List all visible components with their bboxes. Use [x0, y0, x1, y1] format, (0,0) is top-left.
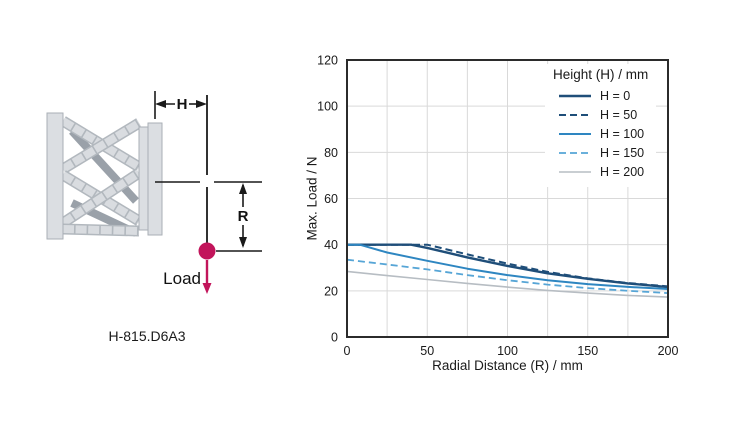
x-tick-label: 150 — [577, 344, 598, 358]
legend-title: Height (H) / mm — [553, 67, 649, 82]
hexapod-platform — [147, 122, 163, 236]
legend-item-label: H = 50 — [600, 107, 638, 122]
x-tick-label: 100 — [497, 344, 518, 358]
hexapod-strut — [62, 225, 140, 235]
y-tick-label: 60 — [324, 192, 338, 206]
legend-item-label: H = 150 — [600, 145, 645, 160]
legend-item: H = 100 — [553, 124, 648, 143]
hexapod-strut — [60, 119, 142, 173]
series-line-hhhh2004 — [346, 270, 669, 298]
load-label: Load — [163, 269, 201, 288]
r-dim-label: R — [238, 208, 249, 225]
hexapod-illustration: H R Load — [46, 91, 262, 294]
hexapod-strut — [60, 169, 142, 227]
legend-item-label: H = 200 — [600, 164, 645, 179]
legend-item-label: H = 100 — [600, 126, 645, 141]
legend-item: H = 0 — [553, 86, 648, 105]
legend-item: H = 200 — [553, 162, 648, 181]
series-line-hhhh501 — [347, 243, 669, 288]
series-line-hhhh00 — [347, 243, 669, 289]
y-tick-label: 0 — [331, 331, 338, 345]
legend-item: H = 150 — [553, 143, 648, 162]
y-tick-label: 120 — [317, 54, 338, 68]
plot-frame — [346, 59, 669, 338]
legend-swatch — [559, 113, 591, 116]
y-tick-label: 40 — [324, 238, 338, 252]
chart-plot: 0 50 100 150 200 0 20 40 60 80 100 120 — [317, 54, 679, 359]
y-tick-label: 80 — [324, 146, 338, 160]
h-dim-arrow-left — [155, 100, 166, 108]
y-tick-label: 100 — [317, 100, 338, 114]
legend-swatch — [559, 94, 591, 97]
hexapod-struts — [59, 116, 143, 237]
chart-legend: Height (H) / mm H = 0 H = 50 H = 100 H = 15… — [545, 64, 657, 187]
x-axis-title: Radial Distance (R) / mm — [432, 358, 583, 373]
x-tick-label: 0 — [344, 344, 351, 358]
legend-swatch — [559, 151, 591, 154]
r-dim-arrow-up — [239, 183, 247, 194]
y-tick-label: 20 — [324, 284, 338, 298]
load-arrow-head — [202, 283, 212, 294]
r-dim-arrow-down — [239, 237, 247, 248]
legend-rows: H = 0 H = 50 H = 100 H = 150 H = 200 — [553, 86, 648, 181]
legend-swatch — [559, 132, 591, 135]
legend-swatch — [559, 170, 591, 173]
hexapod-strut-dark — [69, 128, 139, 204]
h-dim-arrow-right — [196, 100, 207, 108]
load-point — [198, 242, 216, 260]
model-caption: H-815.D6A3 — [108, 328, 186, 344]
h-dim-label: H — [177, 96, 188, 113]
hexapod-diagram: H R Load — [30, 85, 290, 375]
legend-item-label: H = 0 — [600, 88, 631, 103]
x-tick-label: 200 — [658, 344, 679, 358]
y-axis-title: Max. Load / N — [304, 156, 320, 241]
series-line-hhhh1503 — [346, 258, 669, 294]
legend-item: H = 50 — [553, 105, 648, 124]
x-tick-label: 50 — [420, 344, 434, 358]
series-line-hhhh1002 — [347, 243, 669, 290]
hexapod-base-plate — [46, 112, 64, 240]
hexapod-platform-inner — [138, 126, 149, 231]
load-chart: 0 50 100 150 200 0 20 40 60 80 100 120 Max. Load / … — [295, 40, 750, 410]
